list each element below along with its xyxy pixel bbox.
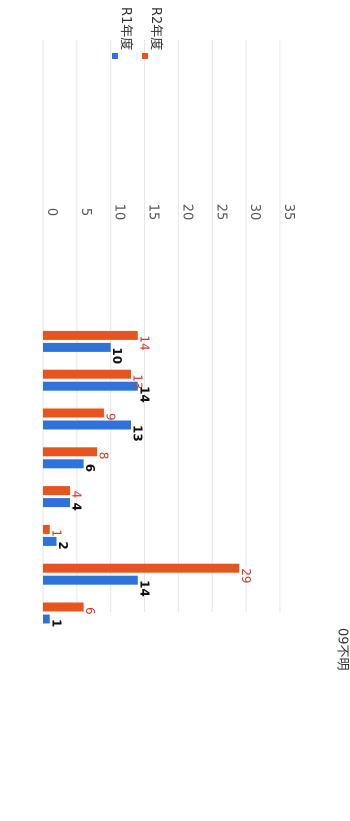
bar [43,447,98,457]
tick-label: 5 [78,208,93,216]
category-label: 09不明 [334,628,349,671]
data-label: 29 [239,568,253,583]
data-label: 13 [131,374,145,389]
legend: R2年度 R1年度 [112,7,164,59]
bar [43,602,84,612]
bar [43,408,104,418]
legend-label: R1年度 [118,7,134,50]
data-label: 13 [131,425,145,442]
data-label: 2 [56,541,70,549]
data-label: 10 [110,347,124,364]
data-label: 6 [83,607,97,615]
bar [43,575,138,585]
data-label: 14 [137,386,151,403]
bar [43,420,132,430]
bar [43,498,71,508]
tick-label: 20 [179,204,194,221]
data-label: 4 [70,503,84,511]
data-label: 9 [103,413,117,421]
bars [43,330,240,624]
legend-label: R2年度 [148,7,164,50]
bar [43,342,111,352]
legend-swatch [112,53,118,59]
data-label: 14 [137,335,151,350]
tick-label: 35 [281,204,296,221]
legend-item: R2年度 [142,7,164,59]
data-label: 14 [137,580,151,597]
gridlines [42,40,281,612]
legend-swatch [142,53,148,59]
bar [43,614,50,624]
tick-label: 25 [213,204,228,221]
bar [43,459,84,469]
value-axis-ticks: 0 5 10 15 20 25 30 35 [44,204,296,221]
tick-label: 30 [247,204,262,221]
bar [43,330,138,340]
category-labels: 01マスメディア02HP04リーフレット05警察教示06警察提供07他機関からの… [334,628,349,671]
bar [43,536,57,546]
tick-label: 0 [44,208,59,216]
tick-label: 15 [146,204,161,221]
data-label: 1 [49,529,63,537]
data-label: 1 [49,619,63,627]
data-label: 4 [70,491,84,499]
bar [43,381,138,391]
data-label: 8 [97,452,111,460]
tick-label: 10 [112,204,127,221]
bar [43,369,132,379]
bar [43,524,50,534]
legend-item: R1年度 [112,7,134,59]
bar [43,563,240,573]
bar [43,486,71,496]
data-label: 6 [83,464,97,472]
